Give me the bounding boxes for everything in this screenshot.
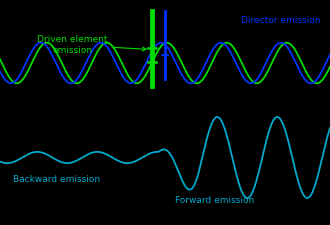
Text: Driven element
emission: Driven element emission (37, 35, 146, 55)
Text: Forward emission: Forward emission (175, 196, 254, 205)
Text: Backward emission: Backward emission (13, 176, 100, 184)
Text: Director emission: Director emission (241, 16, 320, 25)
